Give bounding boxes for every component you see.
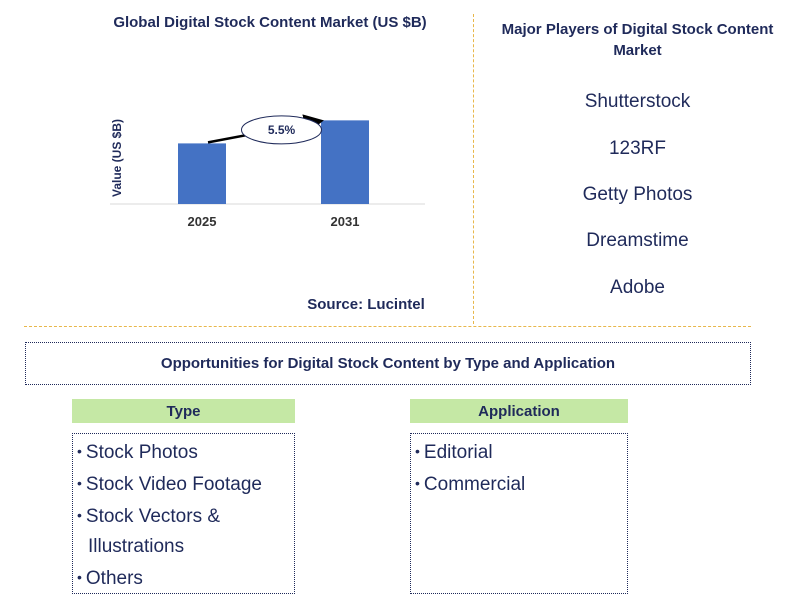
- cagr-label: 5.5%: [268, 123, 296, 137]
- opportunities-title: Opportunities for Digital Stock Content …: [25, 342, 751, 385]
- opportunities-title-text: Opportunities for Digital Stock Content …: [160, 355, 616, 372]
- player-item: Shutterstock: [584, 91, 691, 112]
- player-item: 123RF: [608, 138, 667, 159]
- type-item-label: Stock Vectors &: [85, 506, 221, 527]
- bar-chart: Value (US $B) 2025 2031 5.5%: [110, 114, 425, 229]
- player-item: Getty Photos: [582, 184, 693, 205]
- bullet-icon: •: [77, 569, 82, 585]
- players-title: Major Players of Digital Stock Content M…: [501, 21, 774, 59]
- cagr-bubble: [241, 115, 322, 145]
- player-item: Adobe: [610, 277, 665, 298]
- bar-2031: [321, 120, 369, 204]
- type-header: Type: [72, 399, 295, 423]
- list-item: • Stock Video Footage: [77, 468, 294, 500]
- player-item: Dreamstime: [586, 230, 689, 251]
- type-item-label: Stock Video Footage: [85, 474, 262, 495]
- list-item: • Stock Vectors &: [77, 500, 294, 532]
- chart-title: Global Digital Stock Content Market (US …: [113, 14, 427, 31]
- bullet-icon: •: [415, 443, 420, 459]
- bullet-icon: •: [77, 443, 82, 459]
- list-item: • Others: [77, 562, 294, 594]
- type-item-label: Illustrations: [88, 536, 185, 557]
- application-header: Application: [410, 399, 628, 423]
- bullet-icon: •: [77, 475, 82, 491]
- list-item: • Stock Photos: [77, 436, 294, 468]
- bar-2025: [178, 143, 226, 204]
- y-axis-label: Value (US $B): [110, 119, 124, 197]
- source-label: Source: Lucintel: [307, 296, 425, 313]
- application-item-label: Commercial: [423, 474, 526, 495]
- application-item-label: Editorial: [423, 442, 493, 463]
- application-list: • Editorial • Commercial: [410, 433, 628, 594]
- bullet-icon: •: [77, 507, 82, 523]
- list-item-continuation: Illustrations: [77, 532, 294, 562]
- type-item-label: Others: [85, 568, 143, 589]
- bullet-icon: •: [415, 475, 420, 491]
- application-header-label: Application: [478, 402, 560, 420]
- type-list: • Stock Photos • Stock Video Footage • Stoc…: [72, 433, 295, 594]
- x-tick-label: 2031: [331, 214, 360, 229]
- list-item: • Editorial: [415, 436, 627, 468]
- list-item: • Commercial: [415, 468, 627, 500]
- type-item-label: Stock Photos: [85, 442, 198, 463]
- type-header-label: Type: [166, 402, 201, 420]
- vertical-divider: [473, 14, 474, 324]
- x-tick-label: 2025: [188, 214, 217, 229]
- horizontal-divider: [24, 326, 751, 327]
